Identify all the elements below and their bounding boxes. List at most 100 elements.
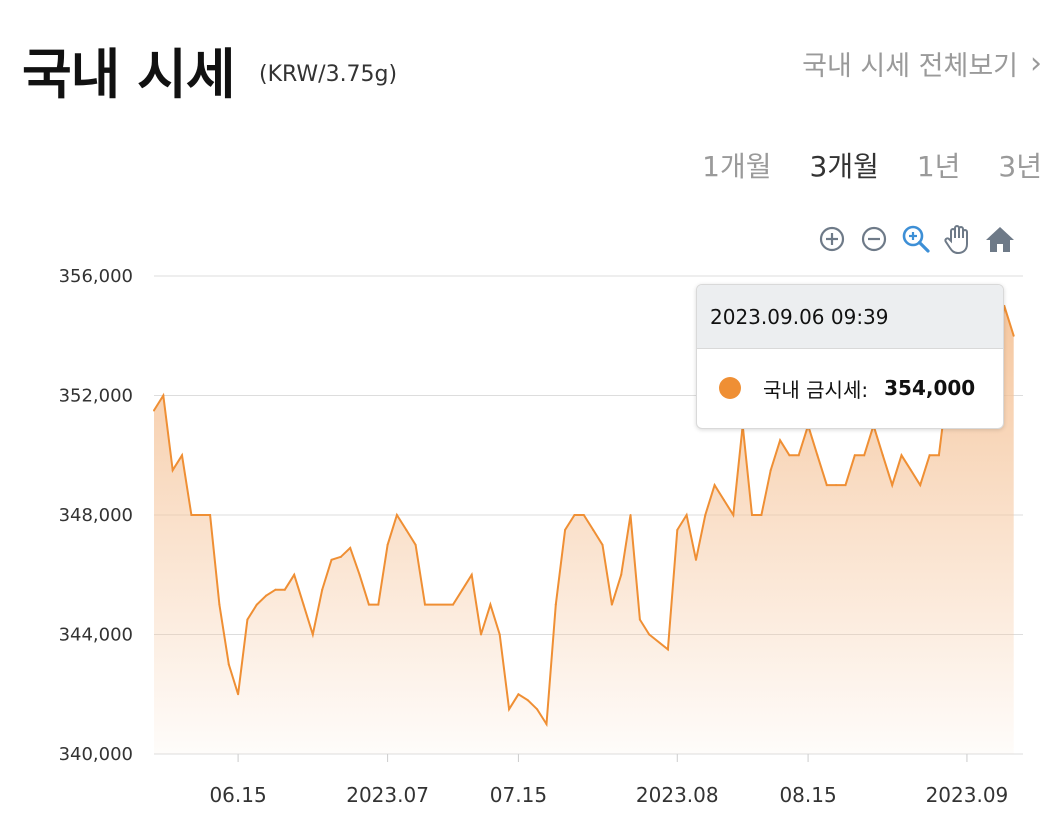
pan-hand-icon[interactable] xyxy=(941,222,975,256)
view-all-label: 국내 시세 전체보기 xyxy=(802,51,1018,82)
x-tick-label: 2023.08 xyxy=(636,783,719,807)
data-point xyxy=(227,663,230,666)
data-point xyxy=(358,573,361,576)
data-point xyxy=(339,555,342,558)
data-point xyxy=(489,603,492,606)
data-point xyxy=(293,573,296,576)
tab-3-months[interactable]: 3개월 xyxy=(809,150,879,183)
data-point xyxy=(685,514,688,516)
period-tabs: 1개월 3개월 1년 3년 xyxy=(702,145,1042,185)
data-point xyxy=(1012,334,1015,337)
x-tick-label: 07.15 xyxy=(490,783,547,807)
data-point xyxy=(666,648,669,651)
data-point xyxy=(414,543,417,546)
data-point xyxy=(573,514,576,516)
chart-tooltip: 2023.09.06 09:39 국내 금시세: 354,000 xyxy=(696,284,1004,429)
data-point xyxy=(891,484,894,487)
zoom-select-icon[interactable] xyxy=(899,222,933,256)
home-reset-icon[interactable] xyxy=(983,222,1017,256)
data-point xyxy=(190,514,193,516)
data-point xyxy=(274,588,277,591)
tab-3-years[interactable]: 3년 xyxy=(998,150,1042,183)
data-point xyxy=(620,573,623,576)
data-point xyxy=(722,499,725,502)
data-point xyxy=(629,514,632,516)
data-point xyxy=(153,409,155,412)
data-point xyxy=(751,514,754,516)
data-point xyxy=(601,543,604,546)
y-tick-label: 348,000 xyxy=(59,505,133,526)
unit-label: (KRW/3.75g) xyxy=(259,62,398,87)
data-point xyxy=(536,708,539,711)
data-point xyxy=(732,514,735,516)
y-tick-label: 356,000 xyxy=(59,266,133,287)
data-point xyxy=(470,573,473,576)
data-point xyxy=(181,454,184,457)
tab-1-month[interactable]: 1개월 xyxy=(702,150,772,183)
data-point xyxy=(881,454,884,457)
data-point xyxy=(779,439,782,442)
data-point xyxy=(330,558,333,561)
data-point xyxy=(452,603,455,606)
series-color-dot xyxy=(719,377,741,399)
data-point xyxy=(554,603,557,606)
data-point xyxy=(825,484,828,487)
y-tick-label: 340,000 xyxy=(59,744,133,765)
y-tick-label: 352,000 xyxy=(59,386,133,407)
x-tick-label: 2023.07 xyxy=(346,783,429,807)
zoom-in-icon[interactable] xyxy=(815,222,849,256)
data-point xyxy=(302,603,305,606)
data-point xyxy=(610,603,613,606)
data-point xyxy=(321,588,324,591)
view-all-link[interactable]: 국내 시세 전체보기 › xyxy=(802,44,1042,83)
data-point xyxy=(377,603,380,606)
data-point xyxy=(423,603,426,606)
data-point xyxy=(844,484,847,487)
data-point xyxy=(919,484,922,487)
data-point xyxy=(713,484,716,487)
page-title: 국내 시세 xyxy=(22,43,236,106)
data-point xyxy=(265,594,268,597)
x-tick-label: 08.15 xyxy=(779,783,836,807)
data-point xyxy=(171,469,174,472)
data-point xyxy=(218,603,221,606)
data-point xyxy=(162,394,165,397)
data-point xyxy=(283,588,286,591)
data-point xyxy=(582,514,585,516)
data-point xyxy=(405,528,408,531)
data-point xyxy=(367,603,370,606)
data-point xyxy=(704,514,707,516)
tooltip-series-label: 국내 금시세: xyxy=(763,377,869,402)
data-point xyxy=(545,723,548,726)
series-area xyxy=(154,305,1014,754)
data-point xyxy=(769,469,772,472)
data-point xyxy=(480,633,483,636)
zoom-out-icon[interactable] xyxy=(857,222,891,256)
data-point xyxy=(498,633,501,636)
data-point xyxy=(853,454,856,457)
data-point xyxy=(564,528,567,531)
y-tick-label: 344,000 xyxy=(59,625,133,646)
chart-toolbar xyxy=(815,222,1017,256)
data-point xyxy=(526,699,529,702)
x-tick-label: 06.15 xyxy=(209,783,266,807)
data-point xyxy=(863,454,866,457)
data-point xyxy=(517,693,520,696)
data-point xyxy=(246,618,249,621)
data-point xyxy=(760,514,763,516)
tab-1-year[interactable]: 1년 xyxy=(916,150,961,183)
data-point xyxy=(676,528,679,531)
data-point xyxy=(694,558,697,561)
data-point xyxy=(835,484,838,487)
data-point xyxy=(909,469,912,472)
data-point xyxy=(928,454,931,457)
data-point xyxy=(900,454,903,457)
y-axis: 356,000 352,000 348,000 344,000 340,000 xyxy=(59,266,133,765)
data-point xyxy=(386,543,389,546)
data-point xyxy=(395,514,398,516)
tooltip-datetime: 2023.09.06 09:39 xyxy=(697,285,1003,349)
data-point xyxy=(816,454,819,457)
data-point xyxy=(648,633,651,636)
tooltip-value: 354,000 xyxy=(884,376,976,400)
data-point xyxy=(255,603,258,606)
